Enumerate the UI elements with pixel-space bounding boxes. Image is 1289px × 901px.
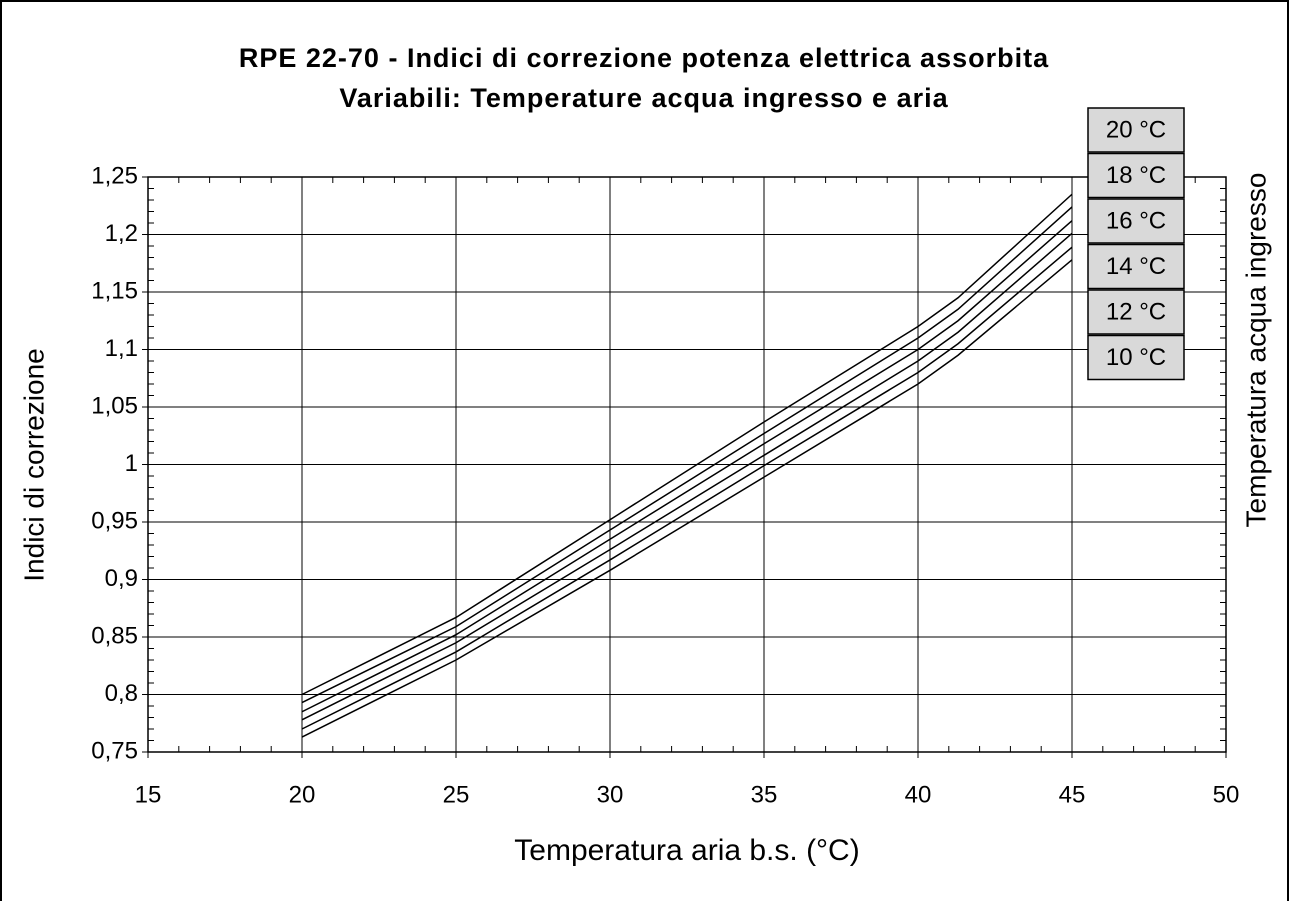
y-tick-label: 1	[125, 450, 138, 477]
x-tick-label: 45	[1059, 781, 1086, 808]
legend-box	[1087, 107, 1185, 153]
legend-title: Temperatura acqua ingresso	[1240, 173, 1271, 528]
series-line	[301, 206, 1073, 704]
legend-label: 12 °C	[1106, 298, 1166, 325]
legend-box	[1087, 334, 1185, 381]
legend-label: 14 °C	[1106, 253, 1166, 280]
y-tick-label: 1,05	[91, 392, 138, 419]
y-tick-label: 1,15	[91, 277, 138, 304]
series-line	[301, 232, 1073, 721]
y-tick-label: 1,2	[105, 220, 138, 247]
legend-label: 10 °C	[1106, 344, 1166, 371]
chart-subtitle: Variabili: Temperature acqua ingresso e …	[339, 83, 948, 113]
series-line	[301, 246, 1073, 730]
y-tick-label: 1,25	[91, 162, 138, 189]
x-tick-label: 35	[751, 781, 778, 808]
legend-label: 18 °C	[1106, 162, 1166, 189]
y-tick-label: 0,85	[91, 622, 138, 649]
legend-label: 20 °C	[1106, 116, 1166, 143]
series-line	[301, 259, 1073, 738]
y-tick-label: 0,75	[91, 737, 138, 764]
x-tick-label: 30	[597, 781, 624, 808]
x-tick-label: 15	[135, 781, 162, 808]
legend-box	[1087, 289, 1185, 335]
y-axis-label: Indici di correzione	[18, 348, 49, 581]
x-tick-label: 25	[443, 781, 470, 808]
y-tick-label: 0,8	[105, 680, 138, 707]
legend-box	[1087, 243, 1185, 290]
legend-box	[1087, 198, 1185, 244]
chart-title: RPE 22-70 - Indici di correzione potenza…	[239, 43, 1049, 73]
legend-label: 16 °C	[1106, 207, 1166, 234]
series-line	[301, 193, 1073, 696]
y-tick-label: 1,1	[105, 335, 138, 362]
plot-border	[147, 176, 1227, 753]
y-tick-label: 0,95	[91, 507, 138, 534]
x-axis-label: Temperatura aria b.s. (°C)	[514, 834, 859, 867]
x-tick-label: 50	[1213, 781, 1240, 808]
legend-box	[1087, 152, 1185, 199]
x-tick-label: 20	[289, 781, 316, 808]
series-line	[301, 220, 1073, 713]
x-tick-label: 40	[905, 781, 932, 808]
y-tick-label: 0,9	[105, 565, 138, 592]
